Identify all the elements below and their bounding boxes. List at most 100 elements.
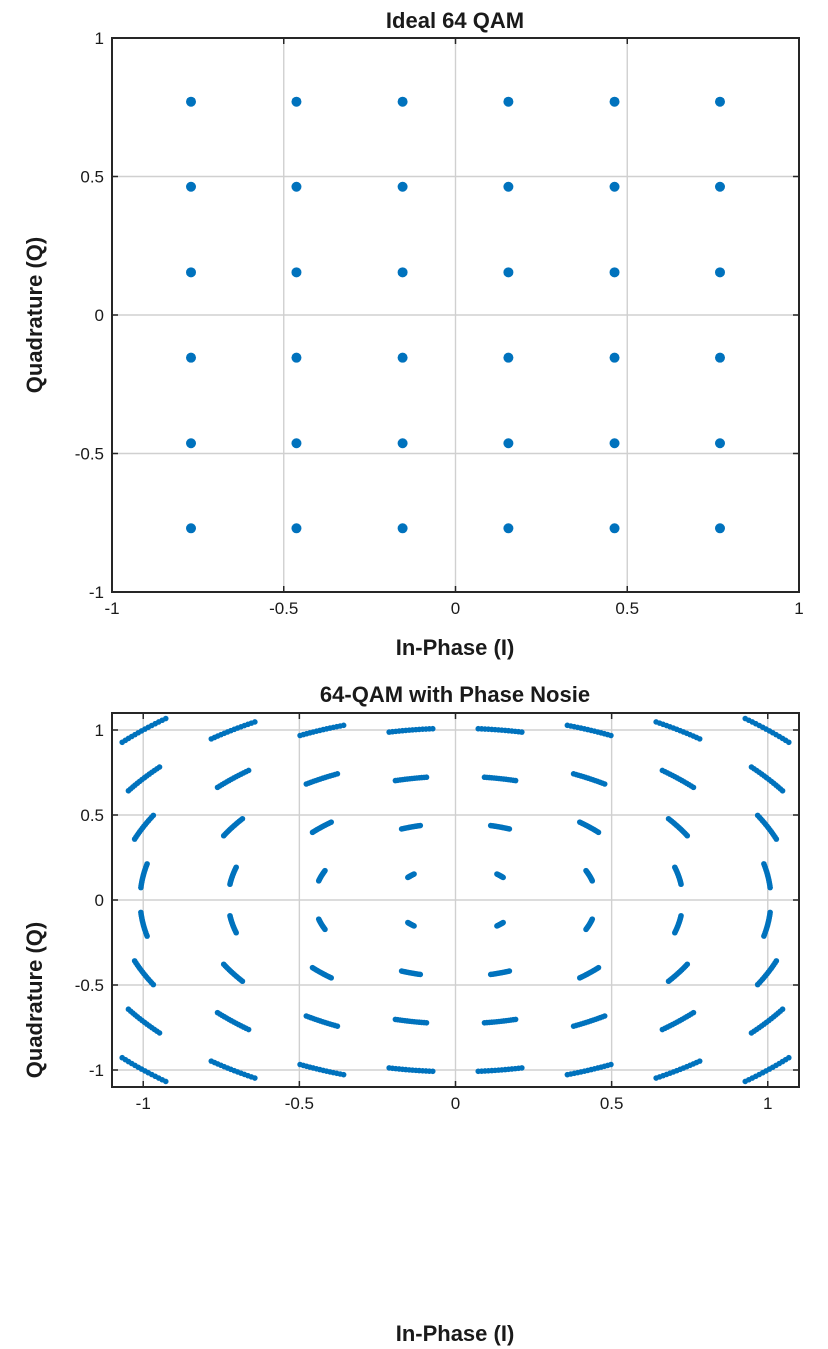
data-point (138, 884, 144, 891)
chart-title: Ideal 64 QAM (386, 8, 524, 33)
data-point (186, 523, 197, 534)
data-point (239, 978, 246, 985)
data-point (773, 958, 780, 964)
y-tick-label: -0.5 (75, 976, 104, 995)
data-point (291, 267, 302, 278)
data-point (340, 1071, 347, 1078)
ideal-qam-chart: Ideal 64 QAM -1 -0.5 0 0.5 1 -1 -0.5 0 0.5 1 In-P… (22, 8, 804, 660)
x-tick-label: 0.5 (600, 1094, 624, 1113)
data-point (119, 739, 126, 746)
data-point (220, 832, 227, 839)
data-point (609, 181, 620, 192)
data-point (609, 267, 620, 278)
data-point (131, 836, 138, 842)
x-tick-label: 1 (794, 599, 803, 618)
data-point (291, 352, 302, 363)
data-point (714, 181, 725, 192)
data-point (583, 867, 589, 874)
y-tick-label: -1 (89, 583, 104, 602)
data-point (665, 815, 672, 822)
data-point (208, 736, 215, 742)
data-point (714, 96, 725, 107)
data-point (684, 961, 691, 968)
y-tick-label: 1 (95, 29, 104, 48)
x-tick-label: 0 (451, 599, 460, 618)
data-point (503, 352, 514, 363)
data-point (503, 181, 514, 192)
data-points (119, 715, 792, 1085)
x-axis-label: In-Phase (I) (396, 1321, 515, 1346)
data-point (487, 822, 494, 829)
data-point (608, 1061, 614, 1068)
data-point (653, 719, 659, 725)
y-tick-label: 0.5 (80, 806, 104, 825)
data-point (398, 826, 405, 832)
data-point (748, 764, 755, 770)
data-point (291, 523, 302, 534)
data-point (245, 1026, 252, 1033)
data-point (397, 523, 408, 534)
data-point (609, 523, 620, 534)
data-point (576, 819, 583, 825)
ticks: -1 -0.5 0 0.5 1 -1 -0.5 0 0.5 1 (75, 713, 799, 1113)
data-point (494, 871, 500, 877)
x-tick-label: -1 (104, 599, 119, 618)
data-point (162, 1078, 169, 1085)
data-point (714, 438, 725, 449)
data-point (156, 1030, 163, 1036)
data-point (481, 774, 488, 781)
data-point (595, 964, 602, 971)
data-point (714, 352, 725, 363)
data-point (779, 1006, 786, 1013)
data-point (227, 881, 233, 888)
x-axis-label: In-Phase (I) (396, 635, 515, 660)
data-point (609, 96, 620, 107)
data-points (186, 96, 725, 534)
data-point (589, 916, 596, 922)
y-axis-label: Quadrature (Q) (22, 237, 47, 393)
data-point (714, 523, 725, 534)
data-point (291, 438, 302, 449)
ticks: -1 -0.5 0 0.5 1 -1 -0.5 0 0.5 1 (75, 29, 804, 618)
data-point (429, 1068, 436, 1075)
x-tick-label: -0.5 (269, 599, 298, 618)
data-point (322, 926, 328, 933)
data-point (315, 878, 322, 884)
y-tick-label: 0 (95, 891, 104, 910)
data-point (291, 96, 302, 107)
y-tick-label: -1 (89, 1061, 104, 1080)
data-point (506, 968, 513, 974)
data-point (609, 438, 620, 449)
data-point (411, 923, 417, 929)
data-point (503, 523, 514, 534)
x-tick-label: -1 (136, 1094, 151, 1113)
data-point (397, 267, 408, 278)
data-point (503, 267, 514, 278)
phase-noise-qam-chart: 64-QAM with Phase Nosie -1 -0.5 0 0.5 1 -1 -0.… (22, 682, 800, 1346)
data-point (417, 971, 424, 978)
data-point (186, 267, 197, 278)
data-point (125, 787, 132, 794)
data-point (570, 771, 577, 777)
data-point (754, 812, 761, 819)
data-point (397, 438, 408, 449)
data-point (767, 909, 773, 916)
data-point (186, 352, 197, 363)
grid (112, 713, 799, 1087)
data-point (233, 929, 239, 936)
data-point (690, 1009, 697, 1016)
data-point (500, 919, 506, 926)
data-point (334, 1023, 341, 1029)
data-point (475, 725, 482, 732)
data-point (609, 352, 620, 363)
y-tick-label: 1 (95, 721, 104, 740)
data-point (785, 1054, 792, 1061)
data-point (186, 181, 197, 192)
data-point (678, 912, 684, 919)
data-point (423, 1019, 430, 1026)
data-point (503, 438, 514, 449)
data-point (297, 732, 303, 739)
data-point (761, 861, 767, 867)
data-point (186, 96, 197, 107)
